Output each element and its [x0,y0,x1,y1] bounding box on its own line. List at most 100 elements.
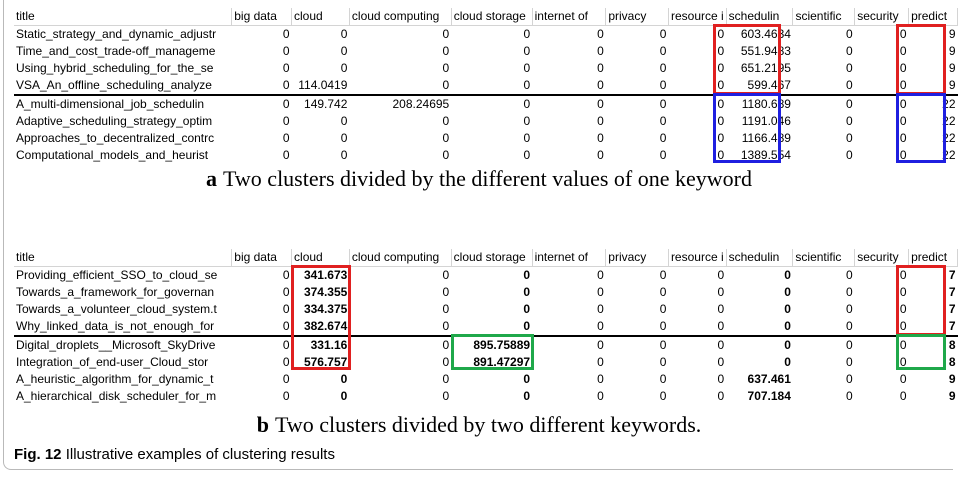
cell: 0 [597,97,604,111]
row: A_heuristic_algorithm_for_dynamic_t 0 0 0 0 0… [14,371,958,388]
cell: cloud [291,249,350,267]
cell: 0 [717,61,725,75]
cell: 576.757 [303,355,348,369]
cell: 0 [442,268,450,282]
cell: privacy [605,8,669,26]
cell: 9 [948,44,956,58]
cell: Static_strategy_and_dynamic_adjustr [16,27,217,41]
cell: 0 [340,61,348,75]
cell: 0 [282,372,290,386]
cell: 891.47297 [473,355,531,369]
spreadsheet-b: title big data cloud cloud computing cloud s… [14,249,958,405]
cell: 9 [908,77,958,96]
cell: 0 [659,372,667,386]
cell: big data [231,249,293,267]
cell: 0 [532,77,606,96]
cell: 0 [717,302,725,316]
cell: Digital_droplets__Microsoft_SkyDrive [16,338,216,352]
cell: 0 [846,285,853,299]
cell: 0 [659,131,667,145]
cell: 0 [726,318,793,337]
cell: 0 [784,268,791,282]
cell: 0 [659,148,667,162]
cell: 0 [282,285,290,299]
cell: 0 [846,44,853,58]
cell: 0 [442,61,450,75]
cell: 0 [899,355,907,369]
caption-label: a [206,166,218,191]
cell: 0 [442,114,450,128]
cell: 0 [282,389,290,403]
cell: 0 [442,372,450,386]
row: Approaches_to_decentralized_contrc 0 0 0 0 0 0… [14,130,958,147]
cell: 334.375 [303,302,348,316]
cell: 0 [532,318,606,337]
cell: 0 [523,268,531,282]
cell: 0 [659,268,667,282]
cell: 22 [942,131,956,145]
cell: 0 [282,355,290,369]
row: Towards_a_volunteer_cloud_system.t 0 334.3… [14,301,958,318]
cell: 9 [948,27,956,41]
cell: 0 [717,355,725,369]
cell: 0 [846,27,853,41]
cell: 1166.489 [741,131,791,145]
cell: 7 [948,302,956,316]
cell: 0 [442,338,450,352]
cell: 0 [717,114,725,128]
cell: 0 [523,148,531,162]
cell: Integration_of_end-user_Cloud_stor [16,355,209,369]
cell: A_heuristic_algorithm_for_dynamic_t [16,372,214,386]
cell: 0 [668,77,727,96]
cell: 7 [908,318,958,337]
cell: 0 [659,97,667,111]
cell: 0 [846,61,853,75]
cell: 0 [899,44,907,58]
cell: 0 [668,318,727,337]
cell: 0 [442,27,450,41]
cell: 0 [717,131,725,145]
cell: 0 [846,131,853,145]
row: Providing_efficient_SSO_to_cloud_se 0 341.… [14,267,958,285]
figure-text: Illustrative examples of clustering resu… [65,446,335,463]
cell: 0 [597,131,604,145]
cell: 0 [717,372,725,386]
cell: 0 [784,355,791,369]
cell: Time_and_cost_trade-off_manageme [16,44,216,58]
cell: 651.2195 [740,61,791,75]
cell: 0 [597,114,604,128]
cell: 0 [349,77,452,96]
cell: 0 [340,114,348,128]
row: VSA_An_offline_scheduling_analyze 0 114.04… [14,77,958,96]
cell: 0 [717,338,725,352]
cell: title [14,249,233,267]
cell: 1389.554 [740,148,791,162]
cell: 0 [442,389,450,403]
spreadsheet-a: title big data cloud cloud computing cloud s… [14,8,958,164]
cell: 0 [784,302,791,316]
cell: 0 [523,131,531,145]
cell: cloud [291,8,350,26]
cell: 7 [948,285,956,299]
cell: 0 [282,27,290,41]
cell: 0 [899,97,907,111]
cell: 0 [597,27,604,41]
cell: 114.0419 [291,77,350,96]
row: Digital_droplets__Microsoft_SkyDrive 0 331… [14,336,958,354]
cell: 0 [846,268,853,282]
cell: 0 [846,355,853,369]
row: Computational_models_and_heurist 0 0 0 0 0 0 0 1… [14,147,958,164]
cell: cloud computing [349,8,452,26]
cell: 0 [659,302,667,316]
cell: 599.467 [726,77,793,96]
cell: 0 [854,318,909,337]
cell: 0 [597,372,604,386]
figure-caption: Fig. 12 Illustrative examples of cluster… [14,446,335,463]
cell: 0 [282,61,290,75]
cell: predict [908,8,958,26]
cell: 0 [899,61,907,75]
cell: 149.742 [304,97,348,111]
cell: 0 [340,148,348,162]
cell: 9 [948,372,956,386]
cell: A_multi-dimensional_job_schedulin [16,97,205,111]
